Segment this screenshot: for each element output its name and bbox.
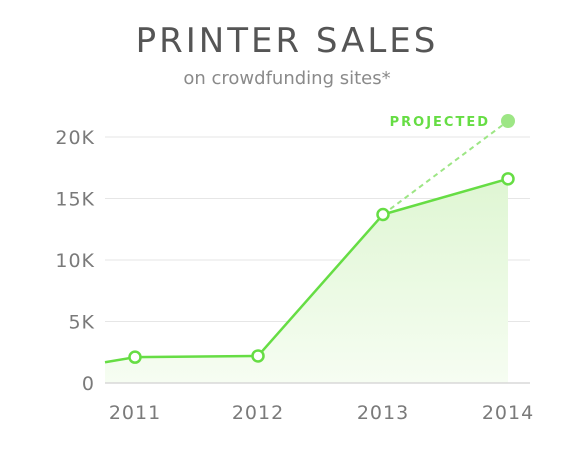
x-tick-label: 2011 [109,402,161,424]
chart-title: PRINTER SALES [136,21,439,61]
data-point [128,350,142,364]
x-tick-label: 2012 [232,402,284,424]
y-tick-labels: 0 5K 10K 15K 20K [55,127,95,395]
data-points [128,114,515,364]
projected-label: PROJECTED [390,115,490,130]
y-tick-label: 10K [55,250,95,272]
y-tick-label: 0 [82,373,95,395]
projected-point [501,114,515,129]
data-point [251,349,265,363]
data-point [376,207,390,222]
y-tick-label: 15K [55,189,95,211]
y-tick-label: 5K [68,312,95,334]
y-tick-label: 20K [55,127,95,149]
x-tick-labels: 2011 2012 2013 2014 [109,402,534,424]
x-tick-label: 2013 [357,402,409,424]
area-fill [105,178,508,383]
projected-line [382,120,509,216]
data-point [501,172,515,186]
x-tick-label: 2014 [482,402,534,424]
chart-subtitle: on crowdfunding sites* [183,68,390,89]
area-layer [105,178,508,383]
